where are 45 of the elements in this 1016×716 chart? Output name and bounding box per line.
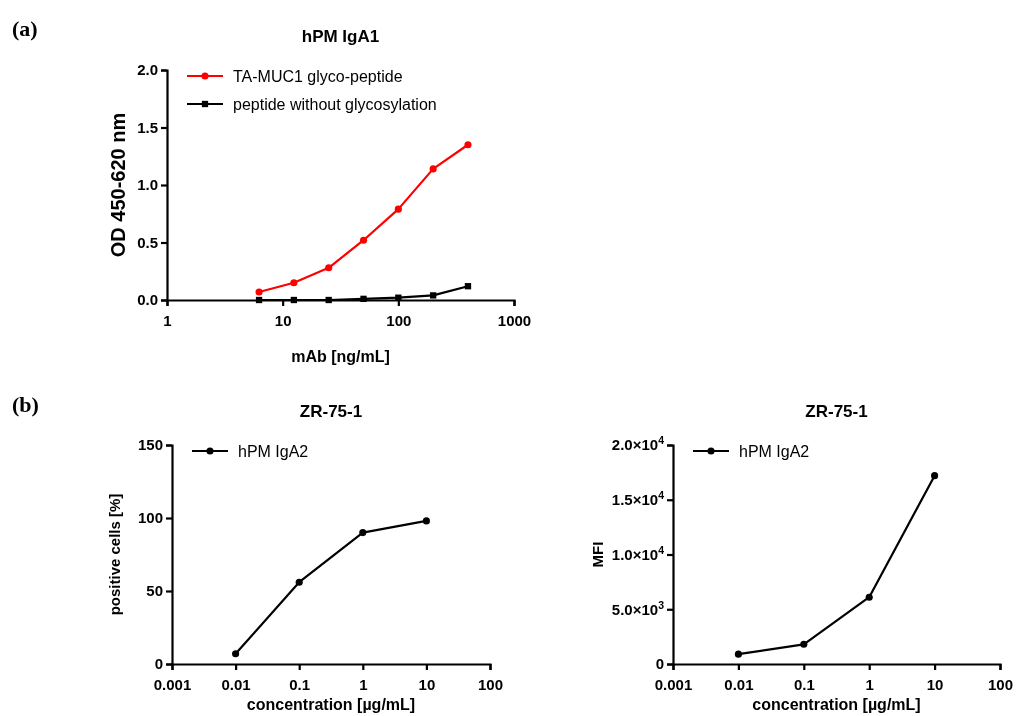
- y-tick-label: 50: [146, 582, 163, 600]
- x-tick-label: 0.1: [793, 675, 815, 693]
- y-tick-label: 100: [137, 509, 163, 527]
- y-axis-title: positive cells [%]: [106, 493, 123, 616]
- text: (a): [12, 16, 38, 41]
- x-tick-label: 100: [477, 675, 504, 693]
- x-tick-label: 1: [163, 311, 172, 329]
- x-tick-label: 1: [865, 675, 874, 693]
- y-tick-label: 0: [655, 655, 664, 673]
- chart-title: ZR-75-1: [299, 402, 363, 421]
- x-tick-label: 0.001: [153, 675, 192, 693]
- x-tick-label: 0.01: [221, 675, 251, 693]
- x-tick-label: 1000: [497, 311, 532, 329]
- y-tick-label: 5.0×10$^{3}$: [611, 598, 665, 618]
- x-tick-label: 100: [386, 311, 412, 329]
- legend-label: peptide without glycosylation: [233, 96, 437, 113]
- legend-label: hPM IgA2: [238, 443, 309, 460]
- y-axis-title: OD 450-620 nm: [107, 112, 129, 258]
- x-axis-title: concentration [µg/mL]: [752, 696, 921, 713]
- x-tick-label: 0.1: [289, 675, 311, 693]
- y-tick-label: 0: [154, 655, 163, 673]
- y-tick-label: 1.5×10$^{4}$: [611, 489, 665, 509]
- y-tick-label: 150: [137, 436, 163, 454]
- chart-title: ZR-75-1: [805, 402, 868, 421]
- y-tick-label: 1.0×10$^{4}$: [611, 543, 665, 563]
- y-axis-title: MFI: [589, 541, 606, 568]
- chart-title: hPM IgA1: [301, 27, 380, 46]
- x-axis-title: concentration [µg/mL]: [246, 696, 416, 713]
- x-tick-label: 100: [987, 675, 1014, 693]
- x-axis-title: mAb [ng/mL]: [291, 348, 390, 365]
- x-tick-label: 10: [418, 675, 436, 693]
- legend-label: TA-MUC1 glyco-peptide: [233, 68, 403, 85]
- y-tick-label: 0.5: [137, 233, 158, 251]
- x-tick-label: 1: [359, 675, 368, 693]
- x-tick-label: 0.01: [724, 675, 754, 693]
- x-tick-label: 10: [926, 675, 944, 693]
- y-tick-label: 1.5: [137, 118, 158, 136]
- y-tick-label: 2.0×10$^{4}$: [611, 434, 665, 454]
- text: (b): [12, 392, 39, 417]
- y-tick-label: 0.0: [137, 291, 158, 309]
- y-tick-label: 2.0: [137, 61, 158, 79]
- x-tick-label: 10: [274, 311, 292, 329]
- x-tick-label: 0.001: [654, 675, 693, 693]
- legend-label: hPM IgA2: [739, 443, 810, 460]
- y-tick-label: 1.0: [137, 176, 158, 194]
